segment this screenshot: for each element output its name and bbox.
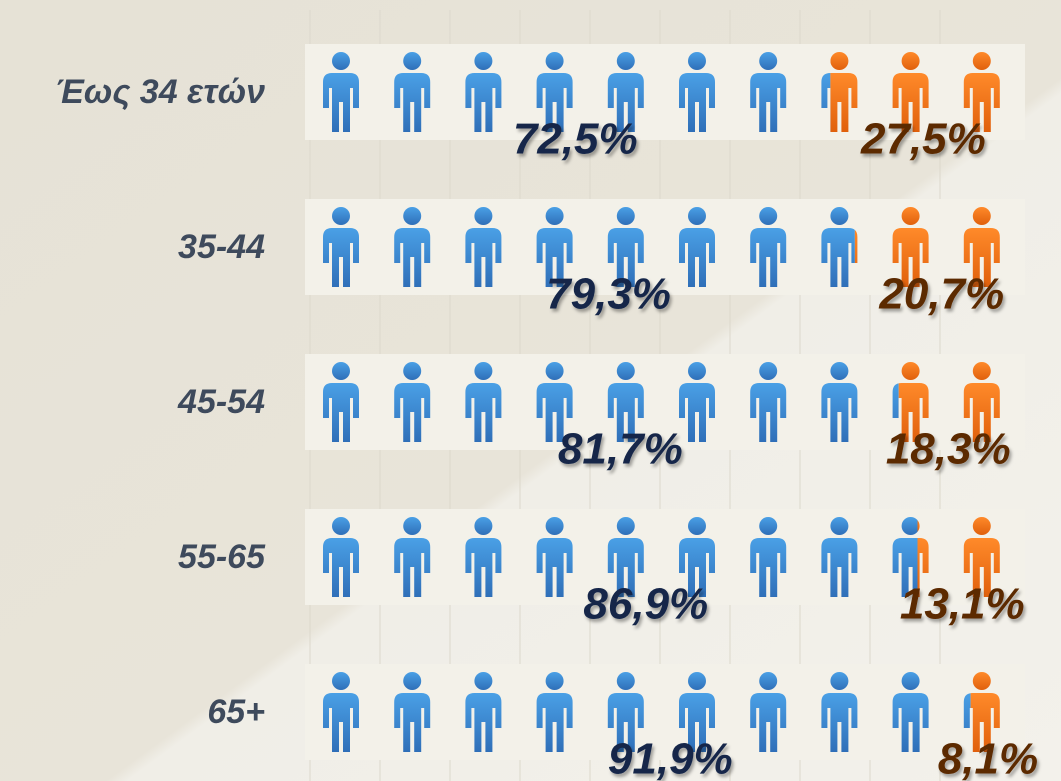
category-label: Έως 34 ετών xyxy=(55,73,265,111)
value-label: 8,1% xyxy=(938,735,1038,781)
category-label: 45-54 xyxy=(177,383,265,421)
value-label: 20,7% xyxy=(878,270,1004,319)
value-label: 72,5% xyxy=(513,115,638,164)
value-label: 79,3% xyxy=(546,270,671,319)
category-label: 35-44 xyxy=(178,228,265,266)
category-label: 55-65 xyxy=(178,538,266,576)
value-label: 18,3% xyxy=(886,425,1011,474)
value-label: 13,1% xyxy=(900,580,1025,629)
category-label: 65+ xyxy=(207,693,265,731)
value-label: 27,5% xyxy=(860,115,986,164)
value-label: 91,9% xyxy=(608,735,733,781)
value-label: 81,7% xyxy=(558,425,683,474)
value-label: 86,9% xyxy=(583,580,708,629)
